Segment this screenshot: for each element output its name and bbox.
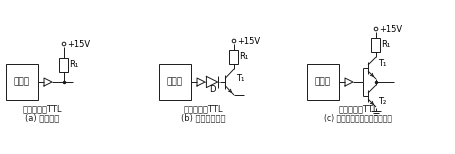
- Text: T₁: T₁: [377, 59, 385, 67]
- Text: T₂: T₂: [377, 97, 385, 105]
- Text: 单片机: 单片机: [314, 77, 330, 87]
- Text: 集电极开路TTL: 集电极开路TTL: [22, 105, 61, 113]
- Text: +15V: +15V: [237, 36, 259, 45]
- Bar: [306, 64, 338, 100]
- Text: (c) 快速开通和关断的推戚输出: (c) 快速开通和关断的推戚输出: [324, 113, 391, 122]
- Text: R₁: R₁: [380, 40, 389, 49]
- Text: R₁: R₁: [238, 52, 248, 61]
- Bar: [59, 57, 68, 71]
- Text: (b) 快速开通输出: (b) 快速开通输出: [180, 113, 225, 122]
- Text: T₁: T₁: [236, 73, 244, 83]
- Text: 集电极开路TTL: 集电极开路TTL: [338, 105, 377, 113]
- Text: 单片机: 单片机: [167, 77, 182, 87]
- Text: D: D: [208, 85, 215, 95]
- Circle shape: [374, 27, 377, 31]
- Text: 集电极开路TTL: 集电极开路TTL: [183, 105, 222, 113]
- Text: R₁: R₁: [69, 60, 78, 69]
- Circle shape: [62, 42, 66, 46]
- Text: (a) 直接输出: (a) 直接输出: [25, 113, 59, 122]
- Bar: [159, 64, 191, 100]
- Text: 单片机: 单片机: [14, 77, 30, 87]
- Circle shape: [232, 39, 235, 43]
- Text: +15V: +15V: [378, 24, 401, 34]
- Bar: [229, 49, 238, 63]
- Text: +15V: +15V: [67, 39, 90, 49]
- Bar: [6, 64, 38, 100]
- Bar: [371, 38, 379, 51]
